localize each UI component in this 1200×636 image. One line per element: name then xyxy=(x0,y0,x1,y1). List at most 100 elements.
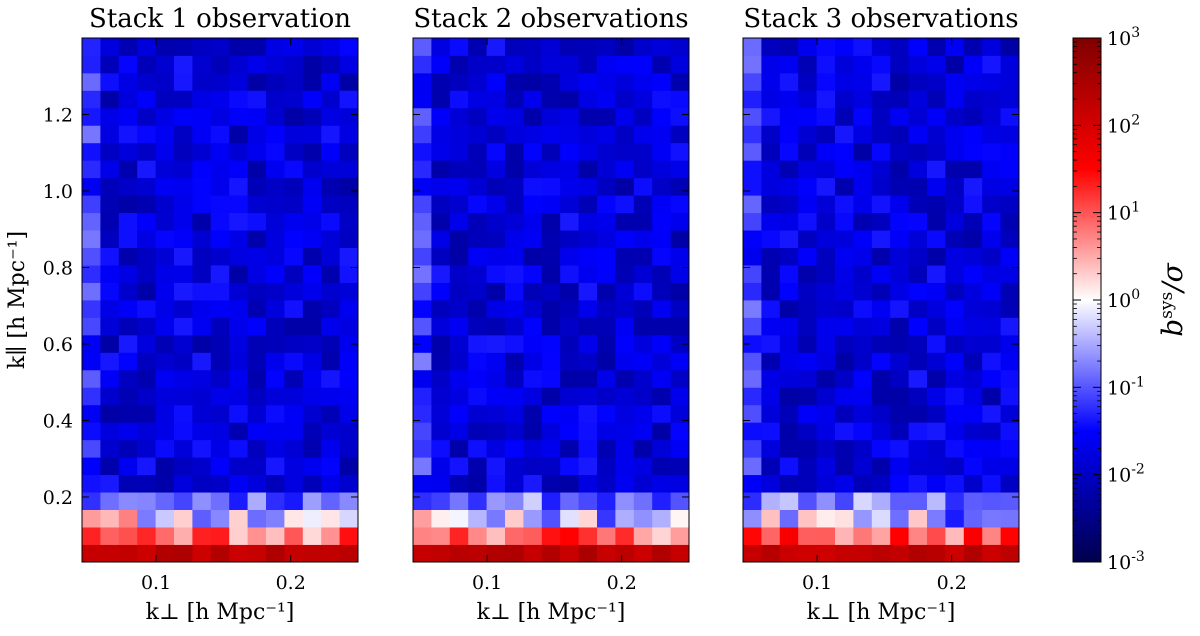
heatmap-cell xyxy=(210,230,230,248)
heatmap-cell xyxy=(486,38,506,56)
heatmap-cell xyxy=(210,509,230,528)
heatmap-cell xyxy=(835,142,854,161)
heatmap-cell xyxy=(541,474,561,493)
heatmap-cell xyxy=(835,107,854,126)
heatmap-cell xyxy=(247,544,267,563)
heatmap-cell xyxy=(523,107,543,126)
heatmap-cell xyxy=(871,352,891,371)
heatmap-cell xyxy=(670,230,690,248)
heatmap-cell xyxy=(652,38,671,56)
heatmap-cell xyxy=(743,265,762,283)
heatmap-cell xyxy=(670,404,690,423)
heatmap-cell xyxy=(137,282,156,301)
heatmap-cell xyxy=(853,247,873,266)
heatmap-cell xyxy=(652,457,671,476)
heatmap-cell xyxy=(505,317,524,336)
heatmap-cell xyxy=(321,125,340,144)
heatmap-cell xyxy=(633,282,653,301)
heatmap-cell xyxy=(302,387,322,406)
heatmap-cell xyxy=(339,492,359,510)
heatmap-cell xyxy=(413,265,432,283)
heatmap-cell xyxy=(118,544,138,563)
heatmap-cell xyxy=(431,38,451,56)
heatmap-cell xyxy=(945,107,965,126)
heatmap-cell xyxy=(192,195,212,214)
heatmap-cell xyxy=(339,439,359,458)
heatmap-cell xyxy=(1000,160,1020,179)
heatmap-cell xyxy=(945,72,965,91)
heatmap-cell xyxy=(633,125,653,144)
heatmap-cell xyxy=(174,195,193,214)
heatmap-cell xyxy=(137,544,156,563)
heatmap-cell xyxy=(853,544,873,563)
heatmap-cell xyxy=(523,544,543,563)
heatmap-cell xyxy=(816,38,836,56)
heatmap-cell xyxy=(174,527,193,545)
heatmap-cell xyxy=(560,55,579,74)
heatmap-cell xyxy=(963,160,983,179)
heatmap-cell xyxy=(137,55,156,74)
heatmap-cell xyxy=(982,55,1001,74)
heatmap-cell xyxy=(118,317,138,336)
heatmap-cell xyxy=(982,492,1001,510)
heatmap-cell xyxy=(321,55,340,74)
heatmap-cell xyxy=(908,282,928,301)
heatmap-cell xyxy=(927,107,946,126)
heatmap-cell xyxy=(229,195,248,214)
colorbar-tick-label: 103 xyxy=(1107,25,1140,50)
heatmap-cell xyxy=(779,439,799,458)
heatmap-cell xyxy=(137,527,156,545)
heatmap-cell xyxy=(982,212,1001,231)
heatmap-cell xyxy=(779,72,799,91)
heatmap-cell xyxy=(779,90,799,109)
heatmap-cell xyxy=(633,544,653,563)
heatmap-cell xyxy=(615,422,635,441)
heatmap-cell xyxy=(431,195,451,214)
heatmap-cell xyxy=(468,457,487,476)
heatmap-cell xyxy=(192,107,212,126)
heatmap-cell xyxy=(816,265,836,283)
heatmap-cell xyxy=(908,439,928,458)
heatmap-cell xyxy=(615,404,635,423)
heatmap-cell xyxy=(597,142,616,161)
heatmap-cell xyxy=(339,387,359,406)
heatmap-cell xyxy=(578,369,598,388)
heatmap-cell xyxy=(302,107,322,126)
heatmap-cell xyxy=(927,544,946,563)
heatmap-cell xyxy=(541,195,561,214)
heatmap-cell xyxy=(853,387,873,406)
heatmap-cell xyxy=(321,282,340,301)
heatmap-cell xyxy=(798,387,817,406)
heatmap-cell xyxy=(302,72,322,91)
heatmap-cell xyxy=(816,509,836,528)
heatmap-cell xyxy=(449,527,469,545)
heatmap-cell xyxy=(890,90,909,109)
heatmap-cell xyxy=(633,404,653,423)
heatmap-cell xyxy=(761,212,781,231)
heatmap-cell xyxy=(927,317,946,336)
heatmap-cell xyxy=(82,457,101,476)
heatmap-cell xyxy=(853,195,873,214)
heatmap-cell xyxy=(137,177,156,196)
heatmap-cell xyxy=(155,107,175,126)
heatmap-cell xyxy=(798,38,817,56)
heatmap-cell xyxy=(560,474,579,493)
heatmap-cell xyxy=(100,212,120,231)
heatmap-cell xyxy=(890,107,909,126)
heatmap-cell xyxy=(486,72,506,91)
heatmap-cell xyxy=(1000,352,1020,371)
heatmap-cell xyxy=(505,527,524,545)
heatmap-cell xyxy=(431,90,451,109)
heatmap-cell xyxy=(431,527,451,545)
heatmap-cell xyxy=(192,247,212,266)
heatmap-cell xyxy=(100,527,120,545)
heatmap-cell xyxy=(871,195,891,214)
heatmap-cell xyxy=(927,492,946,510)
heatmap-cell xyxy=(229,282,248,301)
heatmap-cell xyxy=(247,125,267,144)
heatmap-cell xyxy=(597,72,616,91)
heatmap-cell xyxy=(652,90,671,109)
heatmap-cell xyxy=(302,212,322,231)
heatmap-cell xyxy=(505,492,524,510)
heatmap-cell xyxy=(541,72,561,91)
